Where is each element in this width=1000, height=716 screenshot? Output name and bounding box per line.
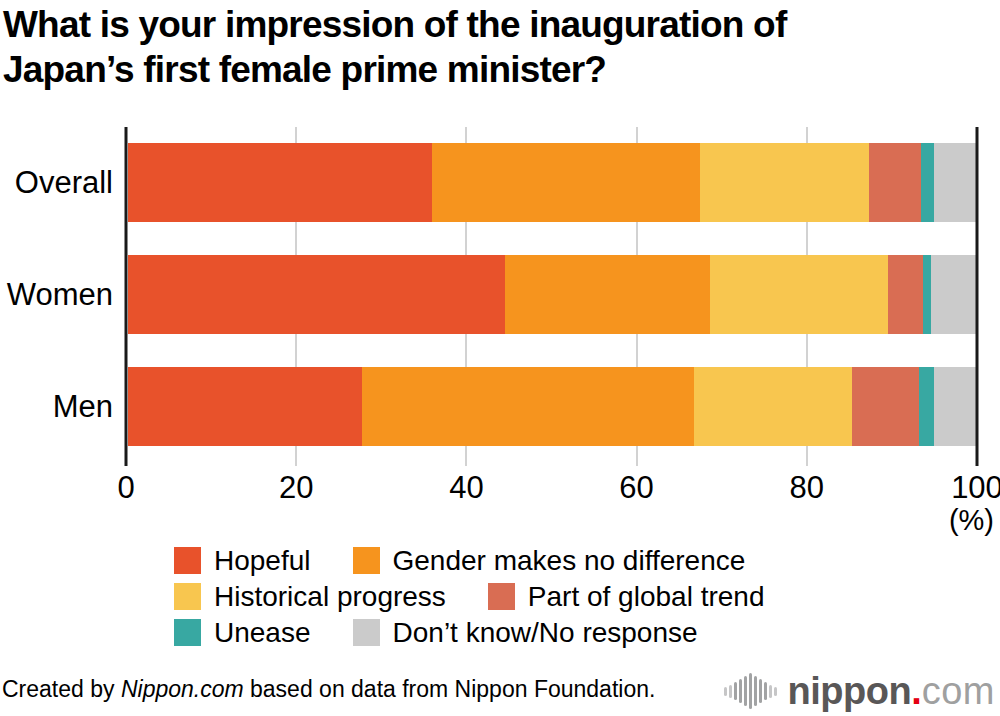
legend-swatch [174, 547, 201, 574]
category-label-overall: Overall [0, 143, 113, 222]
category-label-women: Women [0, 255, 113, 334]
plot-area: 020406080100OverallWomenMen [126, 127, 977, 466]
axis-edge-line [125, 127, 128, 466]
bar-segment [128, 143, 432, 222]
stacked-bar-overall [128, 143, 976, 222]
page-title: What is your impression of the inaugurat… [3, 2, 786, 92]
bar-segment [700, 143, 870, 222]
bar-segment [934, 143, 976, 222]
legend-label: Don’t know/No response [393, 619, 698, 646]
legend-item: Part of global trend [488, 583, 765, 610]
bar-segment [919, 367, 933, 446]
bar-segment [128, 367, 362, 446]
credit-text: Created by Nippon.com based on data from… [2, 676, 655, 703]
bar-segment [505, 255, 709, 334]
legend-label: Hopeful [214, 547, 311, 574]
bar-segment [710, 255, 888, 334]
legend-item: Don’t know/No response [353, 619, 698, 646]
soundwave-icon [724, 671, 777, 711]
x-axis-unit-label: (%) [949, 504, 994, 537]
legend-label: Historical progress [214, 583, 446, 610]
bar-segment [852, 367, 919, 446]
legend-item: Hopeful [174, 547, 311, 574]
x-tick-label: 0 [117, 470, 134, 506]
page-title-line2: Japan’s first female prime minister? [3, 47, 786, 92]
bar-segment [931, 255, 976, 334]
infographic: What is your impression of the inaugurat… [0, 0, 1000, 716]
legend-item: Unease [174, 619, 311, 646]
x-tick-label: 80 [790, 470, 824, 506]
legend-row: Unease Don’t know/No response [174, 619, 764, 646]
credit-suffix: based on data from Nippon Foundation. [244, 676, 656, 702]
logo-tld: com [922, 672, 995, 710]
bar-segment [432, 143, 700, 222]
nippon-logo: nippon.com [724, 668, 995, 714]
x-tick-label: 20 [279, 470, 313, 506]
logo-dot: . [911, 672, 922, 710]
bar-segment [362, 367, 694, 446]
legend-label: Unease [214, 619, 311, 646]
credit-prefix: Created by [2, 676, 121, 702]
bar-segment [694, 367, 853, 446]
bar-segment [128, 255, 505, 334]
legend-row: Historical progress Part of global trend [174, 583, 764, 610]
legend-row: Hopeful Gender makes no difference [174, 547, 764, 574]
legend-swatch [353, 619, 380, 646]
legend: Hopeful Gender makes no difference Histori… [174, 547, 764, 655]
x-tick-label: 40 [449, 470, 483, 506]
legend-item: Gender makes no difference [353, 547, 746, 574]
x-tick-label: 100 [951, 470, 1000, 506]
bar-segment [869, 143, 921, 222]
x-tick-label: 60 [619, 470, 653, 506]
stacked-bar-men [128, 367, 976, 446]
logo-name: nippon [788, 672, 912, 710]
legend-swatch [488, 583, 515, 610]
stacked-bar-women [128, 255, 976, 334]
credit-brand: Nippon.com [121, 676, 244, 702]
legend-label: Gender makes no difference [393, 547, 746, 574]
bar-segment [921, 143, 935, 222]
legend-swatch [174, 583, 201, 610]
axis-edge-line [976, 127, 979, 466]
legend-swatch [353, 547, 380, 574]
category-label-men: Men [0, 367, 113, 446]
legend-swatch [174, 619, 201, 646]
bar-segment [923, 255, 931, 334]
bar-segment [888, 255, 924, 334]
legend-item: Historical progress [174, 583, 446, 610]
nippon-logo-text: nippon.com [788, 672, 995, 710]
legend-label: Part of global trend [528, 583, 765, 610]
page-title-line1: What is your impression of the inaugurat… [3, 2, 786, 47]
bar-segment [934, 367, 976, 446]
